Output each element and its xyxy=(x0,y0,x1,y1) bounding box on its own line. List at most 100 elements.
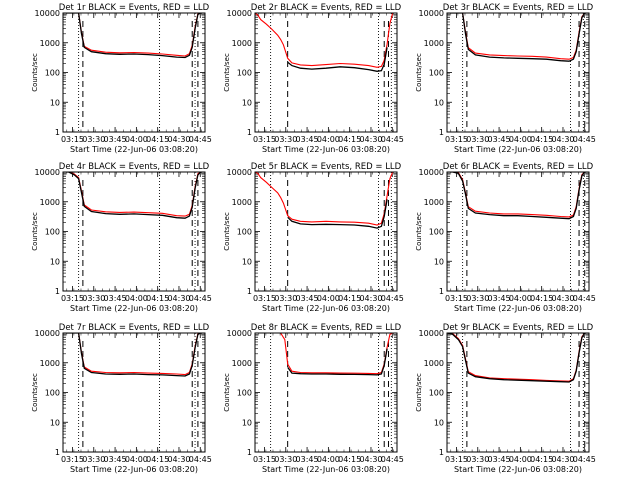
x-axis-label: Start Time (22-Jun-06 03:08:20) xyxy=(70,465,198,474)
y-tick-label: 10000 xyxy=(35,9,60,18)
x-tick-label: 04:30 xyxy=(167,135,190,144)
y-tick-label: 1000 xyxy=(232,39,252,48)
events-series-line xyxy=(447,13,589,62)
y-tick-label: 100 xyxy=(45,228,60,237)
plot-frame xyxy=(62,12,206,133)
x-tick-label: 03:15 xyxy=(61,294,84,303)
x-tick-label: 03:30 xyxy=(82,135,105,144)
x-axis-label: Start Time (22-Jun-06 03:08:20) xyxy=(70,145,198,154)
x-tick-label: 04:00 xyxy=(125,135,148,144)
x-tick-label: 03:45 xyxy=(296,455,319,464)
y-tick-label: 10000 xyxy=(227,9,252,18)
x-tick-label: 04:45 xyxy=(189,135,212,144)
x-axis-label: Start Time (22-Jun-06 03:08:20) xyxy=(262,145,390,154)
x-tick-label: 03:45 xyxy=(296,294,319,303)
x-tick-label: 04:15 xyxy=(338,455,361,464)
plot-frame xyxy=(446,171,590,292)
x-tick-label: 03:15 xyxy=(445,135,468,144)
x-tick-label: 04:00 xyxy=(509,294,532,303)
y-axis-label: Counts/sec xyxy=(31,373,39,412)
y-tick-label: 10 xyxy=(434,98,444,107)
x-tick-label: 03:15 xyxy=(253,294,276,303)
x-axis-label: Start Time (22-Jun-06 03:08:20) xyxy=(262,304,390,313)
plot-frame xyxy=(254,12,398,133)
x-tick-label: 03:30 xyxy=(274,455,297,464)
x-tick-label: 03:45 xyxy=(296,135,319,144)
detector-plot: Det 9r BLACK = Events, RED = LLD 1 10 100 10… xyxy=(415,323,596,474)
x-tick-label: 03:30 xyxy=(466,455,489,464)
y-axis-label: Counts/sec xyxy=(223,53,231,92)
events-series-line xyxy=(63,333,205,377)
y-tick-label: 1 xyxy=(439,448,444,457)
x-tick-label: 03:30 xyxy=(466,135,489,144)
x-tick-label: 04:00 xyxy=(509,455,532,464)
x-tick-label: 03:30 xyxy=(274,294,297,303)
x-tick-label: 03:15 xyxy=(61,455,84,464)
y-tick-label: 10 xyxy=(242,98,252,107)
y-tick-label: 1 xyxy=(55,287,60,296)
plot-title: Det 9r BLACK = Events, RED = LLD xyxy=(443,323,594,333)
y-axis-label: Counts/sec xyxy=(415,53,423,92)
x-tick-label: 04:15 xyxy=(338,135,361,144)
y-tick-label: 100 xyxy=(45,69,60,78)
events-series-line xyxy=(447,172,589,220)
lld-series-line xyxy=(255,333,397,375)
x-tick-label: 04:15 xyxy=(530,294,553,303)
detector-plot: Det 4r BLACK = Events, RED = LLD 1 10 100 10… xyxy=(31,162,212,313)
y-tick-label: 10000 xyxy=(35,168,60,177)
x-tick-label: 04:45 xyxy=(189,294,212,303)
y-tick-label: 10 xyxy=(434,257,444,266)
y-tick-label: 100 xyxy=(429,228,444,237)
lld-series-line xyxy=(255,172,397,226)
x-tick-label: 04:15 xyxy=(338,294,361,303)
y-tick-label: 1 xyxy=(247,128,252,137)
y-tick-label: 1 xyxy=(247,448,252,457)
x-tick-label: 04:00 xyxy=(317,455,340,464)
plot-title: Det 8r BLACK = Events, RED = LLD xyxy=(251,323,402,333)
x-tick-label: 03:15 xyxy=(253,455,276,464)
y-tick-label: 10 xyxy=(242,257,252,266)
y-axis-label: Counts/sec xyxy=(415,373,423,412)
y-tick-label: 1000 xyxy=(232,198,252,207)
x-tick-label: 04:15 xyxy=(146,294,169,303)
lld-series-line xyxy=(447,333,589,382)
events-series-line xyxy=(287,199,388,229)
detector-plot: Det 2r BLACK = Events, RED = LLD 1 10 100 10… xyxy=(223,3,404,154)
detector-plot: Det 3r BLACK = Events, RED = LLD 1 10 100 10… xyxy=(415,3,596,154)
y-tick-label: 1 xyxy=(55,448,60,457)
x-tick-label: 04:45 xyxy=(381,294,404,303)
x-tick-label: 03:30 xyxy=(466,294,489,303)
x-tick-label: 03:45 xyxy=(488,135,511,144)
plot-frame xyxy=(446,332,590,453)
y-tick-label: 1000 xyxy=(424,39,444,48)
events-series-line xyxy=(447,333,589,383)
x-tick-label: 04:15 xyxy=(530,455,553,464)
x-axis-label: Start Time (22-Jun-06 03:08:20) xyxy=(70,304,198,313)
plot-frame xyxy=(62,332,206,453)
x-tick-label: 04:00 xyxy=(509,135,532,144)
x-tick-label: 04:45 xyxy=(189,455,212,464)
x-tick-label: 04:15 xyxy=(146,135,169,144)
y-tick-label: 100 xyxy=(237,389,252,398)
events-series-line xyxy=(287,348,388,376)
x-tick-label: 04:00 xyxy=(125,294,148,303)
plot-frame xyxy=(62,171,206,292)
lld-series-line xyxy=(63,172,205,217)
plot-title: Det 2r BLACK = Events, RED = LLD xyxy=(251,3,402,13)
y-axis-label: Counts/sec xyxy=(223,212,231,251)
x-tick-label: 04:30 xyxy=(359,135,382,144)
y-tick-label: 1000 xyxy=(40,359,60,368)
x-axis-label: Start Time (22-Jun-06 03:08:20) xyxy=(454,304,582,313)
x-tick-label: 04:30 xyxy=(551,135,574,144)
x-tick-label: 03:45 xyxy=(488,455,511,464)
x-tick-label: 04:30 xyxy=(167,294,190,303)
x-tick-label: 04:30 xyxy=(359,294,382,303)
x-tick-label: 03:45 xyxy=(104,455,127,464)
x-tick-label: 03:45 xyxy=(488,294,511,303)
x-tick-label: 03:45 xyxy=(104,294,127,303)
x-tick-label: 04:30 xyxy=(551,455,574,464)
x-tick-label: 04:45 xyxy=(573,455,596,464)
detector-plot: Det 7r BLACK = Events, RED = LLD 1 10 100 10… xyxy=(31,323,212,474)
x-tick-label: 04:45 xyxy=(573,135,596,144)
